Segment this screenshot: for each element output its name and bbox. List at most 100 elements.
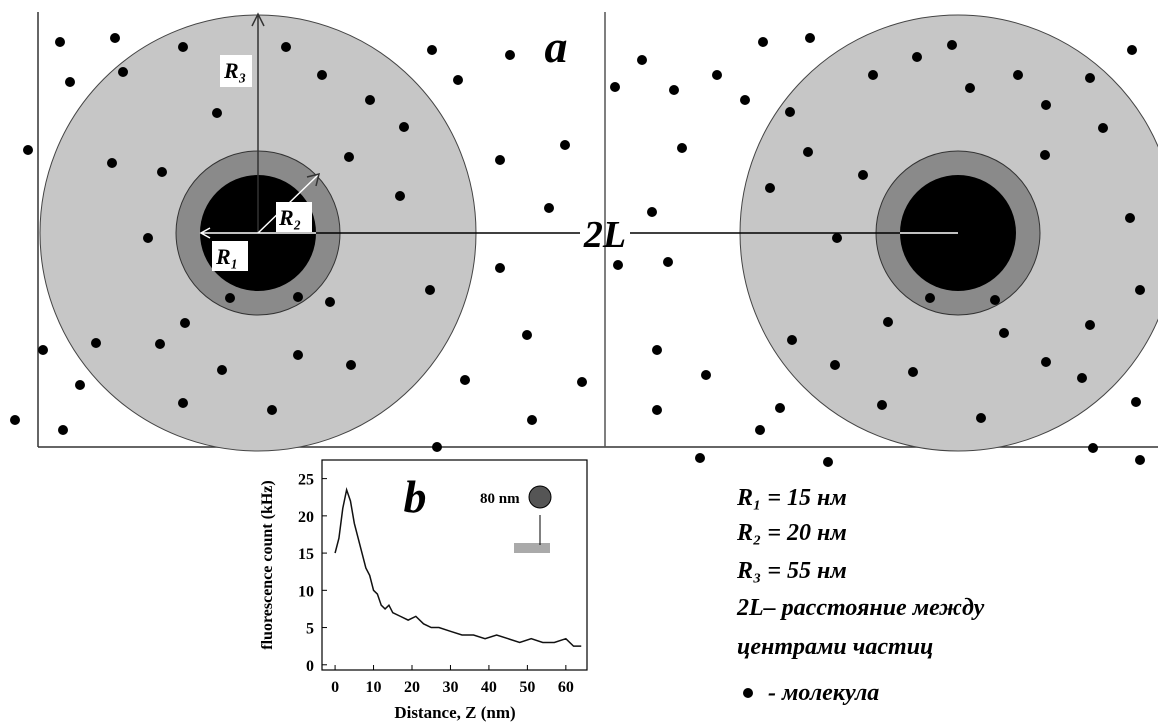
molecule <box>925 293 935 303</box>
x-axis-label: Distance, Z (nm) <box>394 703 515 722</box>
arrow-head <box>251 12 265 27</box>
r2-label: R₂ <box>278 205 301 230</box>
molecule <box>107 158 117 168</box>
molecule <box>1127 45 1137 55</box>
molecule <box>613 260 623 270</box>
molecule <box>91 338 101 348</box>
molecule <box>990 295 1000 305</box>
molecule <box>755 425 765 435</box>
molecule <box>775 403 785 413</box>
molecule <box>58 425 68 435</box>
molecule <box>346 360 356 370</box>
molecule <box>1040 150 1050 160</box>
molecule <box>495 263 505 273</box>
legend-item: R₁ = 15 нм <box>736 485 847 511</box>
x-tick-label: 20 <box>404 679 420 696</box>
inset-label: 80 nm <box>480 491 520 507</box>
legend: R₁ = 15 нм R₂ = 20 нм R₃ = 55 нм 2L– рас… <box>736 485 985 706</box>
molecule <box>652 405 662 415</box>
molecules <box>10 33 1145 467</box>
molecule <box>365 95 375 105</box>
label-box <box>220 55 252 87</box>
molecule <box>427 45 437 55</box>
molecule <box>868 70 878 80</box>
molecule <box>293 292 303 302</box>
molecule <box>317 70 327 80</box>
molecule <box>505 50 515 60</box>
molecule <box>1135 455 1145 465</box>
molecule <box>758 37 768 47</box>
molecule <box>695 453 705 463</box>
legend-item: R₂ = 20 нм <box>736 520 847 546</box>
molecule <box>1013 70 1023 80</box>
molecule <box>805 33 815 43</box>
molecule <box>23 145 33 155</box>
molecule <box>399 122 409 132</box>
legend-item: 2L– расстояние между <box>736 595 985 621</box>
molecule <box>823 457 833 467</box>
molecule <box>663 257 673 267</box>
molecule <box>677 143 687 153</box>
molecule <box>55 37 65 47</box>
y-tick-label: 5 <box>306 621 314 638</box>
molecule <box>1041 357 1051 367</box>
molecule <box>522 330 532 340</box>
molecule <box>1041 100 1051 110</box>
molecule <box>1135 285 1145 295</box>
molecule <box>883 317 893 327</box>
molecule <box>212 108 222 118</box>
molecule <box>75 380 85 390</box>
x-tick-label: 10 <box>366 679 382 696</box>
distance-label: 2L <box>583 214 626 256</box>
molecule <box>267 405 277 415</box>
molecule <box>395 191 405 201</box>
x-tick-label: 40 <box>481 679 497 696</box>
molecule <box>832 233 842 243</box>
molecule <box>157 167 167 177</box>
molecule <box>10 415 20 425</box>
y-tick-label: 15 <box>298 546 314 563</box>
molecule <box>143 233 153 243</box>
molecule <box>1098 123 1108 133</box>
molecule <box>669 85 679 95</box>
x-tick-label: 0 <box>331 679 339 696</box>
molecule <box>701 370 711 380</box>
panel-b: b 80 nm Distance, Z (nm) fluorescence co… <box>259 459 588 722</box>
molecule <box>560 140 570 150</box>
molecule-icon <box>743 688 753 698</box>
molecule <box>178 42 188 52</box>
molecule <box>460 375 470 385</box>
molecule <box>180 318 190 328</box>
panel-label: a <box>545 21 568 72</box>
molecule <box>877 400 887 410</box>
molecule <box>110 33 120 43</box>
molecule <box>912 52 922 62</box>
molecule <box>976 413 986 423</box>
molecule <box>947 40 957 50</box>
r1-label: R₁ <box>215 244 238 269</box>
panel-label: b <box>404 471 427 522</box>
molecule <box>325 297 335 307</box>
molecule <box>999 328 1009 338</box>
molecule <box>647 207 657 217</box>
arrow-head <box>199 227 211 239</box>
molecule <box>432 442 442 452</box>
molecule <box>1131 397 1141 407</box>
arrow-head <box>306 172 321 187</box>
molecule <box>178 398 188 408</box>
molecule <box>712 70 722 80</box>
molecule <box>293 350 303 360</box>
molecule <box>610 82 620 92</box>
x-tick-label: 60 <box>558 679 574 696</box>
molecule <box>225 293 235 303</box>
molecule <box>803 147 813 157</box>
molecule <box>965 83 975 93</box>
molecule <box>830 360 840 370</box>
molecule <box>577 377 587 387</box>
molecule <box>652 345 662 355</box>
molecule <box>787 335 797 345</box>
molecule <box>637 55 647 65</box>
molecule <box>765 183 775 193</box>
y-tick-label: 20 <box>298 509 314 526</box>
molecule <box>495 155 505 165</box>
